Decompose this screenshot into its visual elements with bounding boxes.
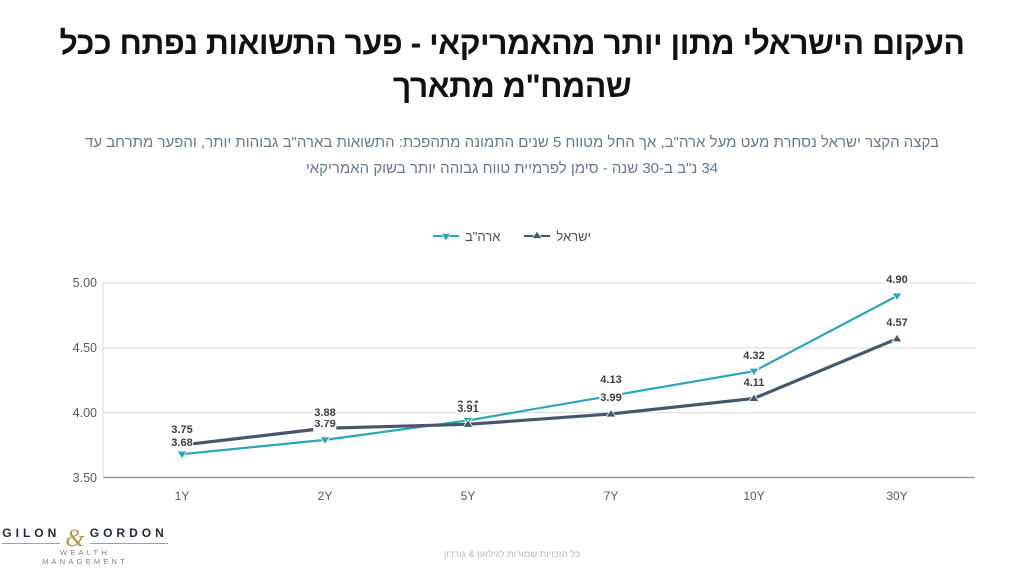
legend-label: ישראל [556, 228, 591, 244]
israel-data-point-label: 4.57 [885, 317, 909, 331]
y-tick-label: 4.00 [72, 405, 97, 420]
triangle-down-icon [433, 233, 460, 242]
israel-data-point-label: 3.88 [313, 406, 337, 420]
x-tick-label: 1Y [174, 489, 190, 503]
triangle-up-icon [524, 230, 551, 239]
x-tick-label: 30Y [886, 489, 908, 503]
y-tick-label: 4.50 [72, 340, 97, 355]
logo-wordmark: GILON & GORDON [2, 526, 168, 551]
usa-data-point-label: 3.68 [170, 436, 194, 450]
israel-series-line [181, 337, 898, 447]
x-tick-label: 7Y [603, 489, 619, 503]
usa-data-point-marker [176, 450, 188, 460]
company-logo: GILON & GORDON WEALTH MANAGEMENT [2, 526, 168, 566]
logo-ampersand: & [65, 525, 85, 552]
usa-data-point-marker [319, 436, 331, 446]
copyright-text: כל הזכויות שמורות לגילאון & גורדון [443, 549, 581, 560]
israel-data-point-marker [891, 333, 903, 343]
yield-curve-chart: תשואה גלומה 3.504.004.505.001Y2Y5Y7Y10Y3… [0, 270, 1024, 520]
usa-data-point-marker [891, 292, 903, 302]
israel-data-point-marker [605, 408, 617, 418]
usa-data-point-label: 3.79 [313, 418, 337, 432]
logo-word-gilon: GILON [2, 527, 61, 544]
usa-data-point-label: 4.13 [599, 374, 623, 388]
usa-data-point-marker [748, 367, 760, 377]
israel-data-point-label: 3.75 [170, 423, 194, 437]
usa-series-line [181, 294, 898, 456]
x-tick-label: 2Y [317, 489, 333, 503]
y-tick-label: 3.50 [72, 470, 97, 485]
y-tick-label: 5.00 [72, 276, 97, 290]
israel-data-point-label: 4.11 [742, 376, 766, 390]
chart-legend: ארה"ב ישראל [0, 226, 1024, 246]
usa-data-point-label: 4.32 [742, 349, 766, 363]
page-title: העקום הישראלי מתון יותר מהאמריקאי - פער … [59, 25, 965, 104]
legend-item-israel: ישראל [524, 229, 591, 244]
israel-data-point-marker [748, 393, 760, 402]
page-subtitle: בקצה הקצר ישראל נסחרת מעט מעל ארה"ב, אך … [85, 134, 939, 177]
israel-data-point-label: 3.99 [599, 392, 623, 406]
israel-data-point-label: 3.91 [456, 402, 480, 416]
legend-item-usa: ארה"ב [433, 229, 500, 244]
logo-word-gordon: GORDON [89, 527, 168, 544]
x-tick-label: 10Y [743, 489, 765, 503]
x-tick-label: 5Y [460, 489, 476, 503]
logo-tagline: WEALTH MANAGEMENT [42, 548, 128, 566]
legend-label: ארה"ב [465, 228, 501, 244]
israel-data-point-marker [462, 419, 474, 428]
usa-data-point-label: 4.90 [885, 274, 909, 288]
